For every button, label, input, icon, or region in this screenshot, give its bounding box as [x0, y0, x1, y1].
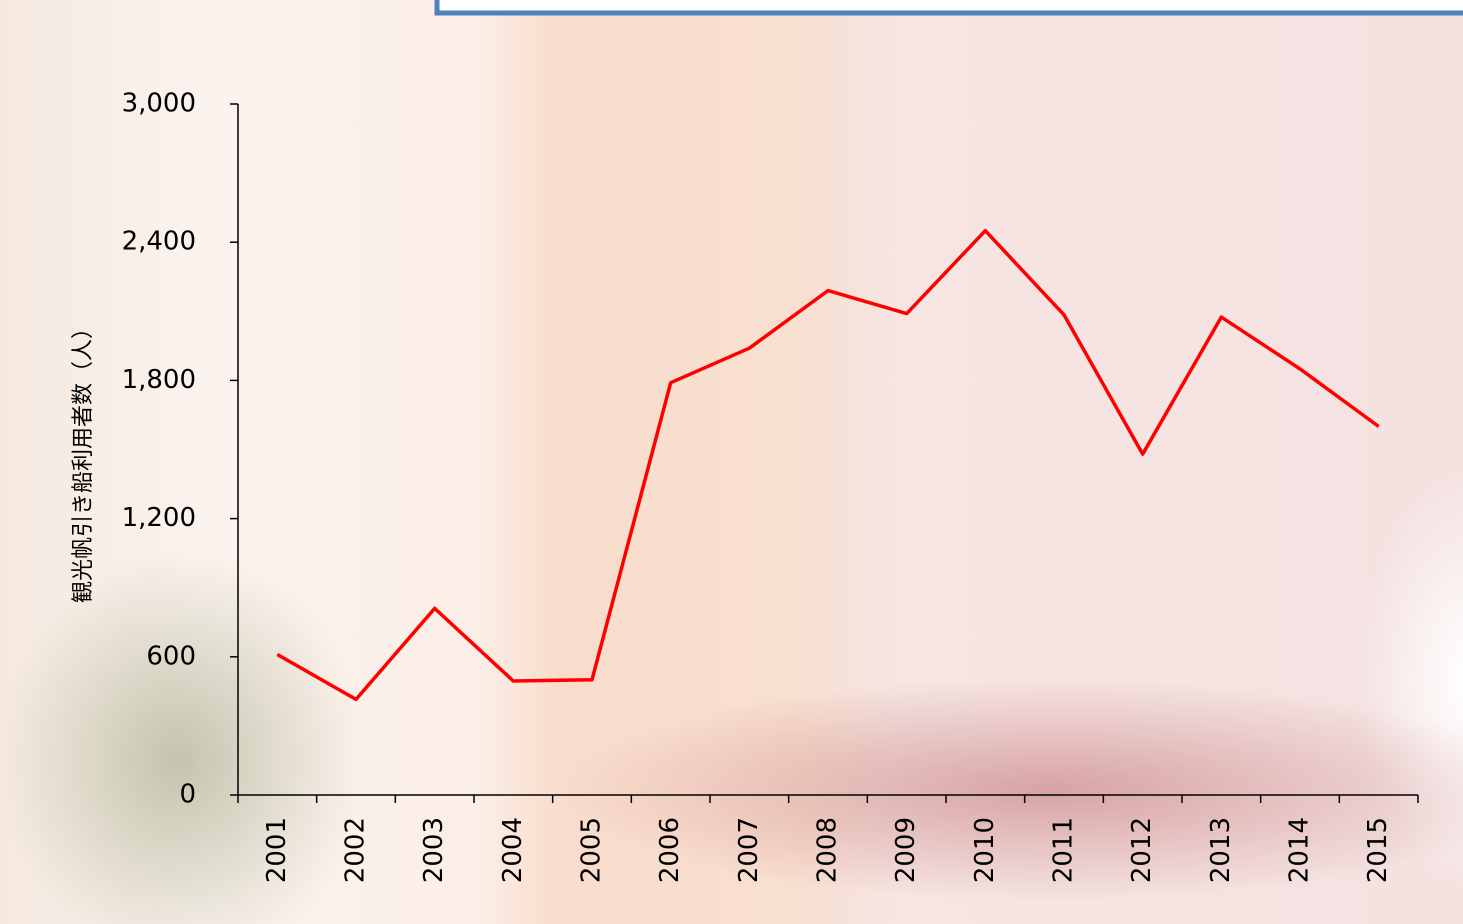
- x-tick-label: 2002: [341, 817, 371, 883]
- title-box: [434, 0, 1463, 16]
- x-tick-label: 2006: [655, 817, 685, 883]
- x-tick-label: 2008: [813, 817, 843, 883]
- y-tick-label: 1,800: [122, 365, 196, 395]
- x-tick-label: 2003: [419, 817, 449, 883]
- y-tick-label: 1,200: [122, 503, 196, 533]
- y-tick-label: 3,000: [122, 89, 196, 119]
- x-tick-label: 2005: [577, 817, 607, 883]
- x-tick-label: 2012: [1127, 817, 1157, 883]
- x-tick-label: 2004: [498, 817, 528, 883]
- x-tick-label: 2001: [262, 817, 292, 883]
- y-tick-label: 2,400: [122, 227, 196, 257]
- y-tick-label: 0: [179, 780, 196, 810]
- x-tick-label: 2007: [734, 817, 764, 883]
- x-tick-label: 2009: [891, 817, 921, 883]
- x-tick-label: 2015: [1363, 817, 1393, 883]
- x-tick-label: 2010: [970, 817, 1000, 883]
- data-line: [276, 228, 1380, 702]
- x-tick-label: 2013: [1206, 817, 1236, 883]
- y-tick-label: 600: [146, 641, 196, 671]
- x-tick-label: 2014: [1285, 817, 1315, 883]
- x-tick-label: 2011: [1049, 817, 1079, 883]
- y-axis-label: 観光帆引き船利用者数（人）: [71, 317, 96, 603]
